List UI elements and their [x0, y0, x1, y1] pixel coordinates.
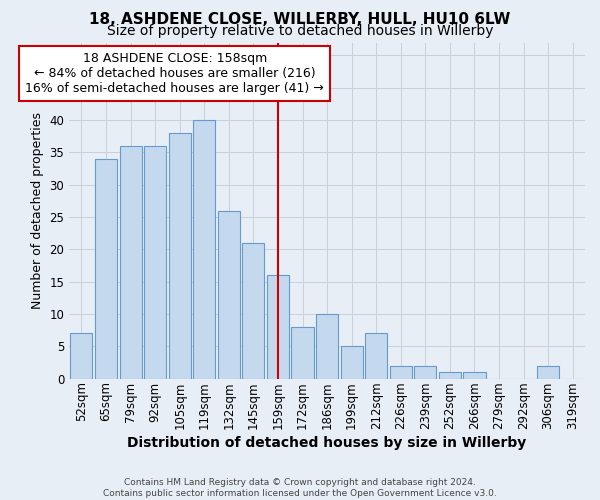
Bar	[267, 275, 289, 378]
Bar	[144, 146, 166, 378]
Bar	[119, 146, 142, 378]
Bar	[316, 314, 338, 378]
Bar	[70, 334, 92, 378]
Bar	[341, 346, 362, 378]
Bar	[292, 327, 314, 378]
Bar	[169, 133, 191, 378]
Bar	[365, 334, 387, 378]
Bar	[218, 210, 240, 378]
X-axis label: Distribution of detached houses by size in Willerby: Distribution of detached houses by size …	[127, 436, 527, 450]
Bar	[95, 159, 117, 378]
Y-axis label: Number of detached properties: Number of detached properties	[31, 112, 44, 309]
Bar	[414, 366, 436, 378]
Text: Contains HM Land Registry data © Crown copyright and database right 2024.
Contai: Contains HM Land Registry data © Crown c…	[103, 478, 497, 498]
Bar	[463, 372, 485, 378]
Text: 18, ASHDENE CLOSE, WILLERBY, HULL, HU10 6LW: 18, ASHDENE CLOSE, WILLERBY, HULL, HU10 …	[89, 12, 511, 28]
Bar	[439, 372, 461, 378]
Bar	[537, 366, 559, 378]
Bar	[242, 243, 265, 378]
Bar	[193, 120, 215, 378]
Text: Size of property relative to detached houses in Willerby: Size of property relative to detached ho…	[107, 24, 493, 38]
Text: 18 ASHDENE CLOSE: 158sqm
← 84% of detached houses are smaller (216)
16% of semi-: 18 ASHDENE CLOSE: 158sqm ← 84% of detach…	[25, 52, 324, 95]
Bar	[390, 366, 412, 378]
